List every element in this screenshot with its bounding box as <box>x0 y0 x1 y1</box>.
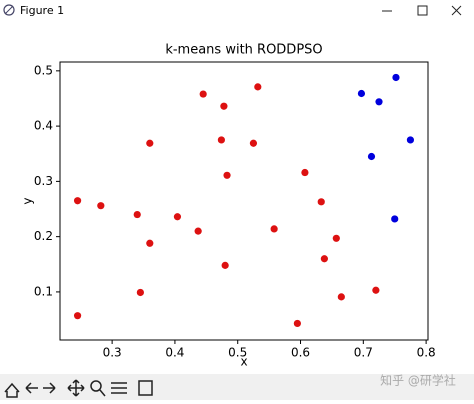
close-button[interactable] <box>451 5 462 16</box>
point <box>406 136 415 144</box>
watermark: 知乎 @研学社 <box>380 373 456 388</box>
point <box>136 288 144 297</box>
point <box>194 227 202 235</box>
point <box>220 102 228 110</box>
app-icon <box>3 4 15 16</box>
point <box>217 136 225 144</box>
x-tick-label: 0.3 <box>103 346 122 360</box>
point <box>270 225 278 233</box>
point <box>332 234 340 242</box>
point <box>367 152 376 161</box>
point <box>375 98 383 106</box>
x-axis-label: x <box>240 355 247 369</box>
chart-title: k-means with RODDPSO <box>165 43 322 58</box>
point <box>392 73 400 82</box>
y-tick-label: 0.3 <box>34 174 53 188</box>
point <box>173 213 182 221</box>
point <box>223 171 231 179</box>
point <box>320 255 328 263</box>
back-button[interactable] <box>25 382 38 394</box>
point <box>391 215 399 223</box>
point <box>133 210 141 219</box>
point <box>293 319 301 328</box>
y-tick-label: 0.4 <box>34 119 53 133</box>
maximize-button[interactable] <box>417 5 428 16</box>
point <box>221 261 229 269</box>
point <box>73 197 82 205</box>
point <box>199 90 207 98</box>
y-tick-label: 0.2 <box>34 229 53 243</box>
point <box>146 139 154 147</box>
x-tick-label: 0.8 <box>417 346 436 360</box>
point <box>357 89 366 98</box>
axes-frame <box>59 61 429 341</box>
point <box>301 168 309 177</box>
x-tick-label: 0.5 <box>228 346 247 360</box>
point <box>254 83 262 91</box>
plot: 0.3 0.4 0.5 0.6 0.7 0.8 0.1 0.2 0.3 0.4 0.5 <box>34 63 436 359</box>
y-axis-label: y <box>21 197 35 204</box>
point <box>146 239 154 247</box>
toolbar <box>0 374 474 400</box>
title-bar <box>0 0 474 22</box>
x-tick-label: 0.6 <box>291 346 310 360</box>
zoom-button[interactable] <box>90 380 106 397</box>
save-button[interactable] <box>138 380 153 396</box>
point <box>317 198 325 206</box>
point <box>337 293 345 301</box>
forward-button[interactable] <box>43 382 56 394</box>
x-tick-label: 0.7 <box>354 346 373 360</box>
y-tick-label: 0.5 <box>34 63 53 77</box>
home-button[interactable] <box>4 382 20 398</box>
point <box>372 286 380 294</box>
point <box>249 139 258 147</box>
window-title: Figure 1 <box>20 4 64 17</box>
point <box>73 312 82 320</box>
x-tick-label: 0.4 <box>165 346 184 360</box>
y-tick-label: 0.1 <box>34 284 53 298</box>
configure-button[interactable] <box>111 382 127 394</box>
pan-button[interactable] <box>67 379 85 397</box>
point <box>97 202 105 210</box>
